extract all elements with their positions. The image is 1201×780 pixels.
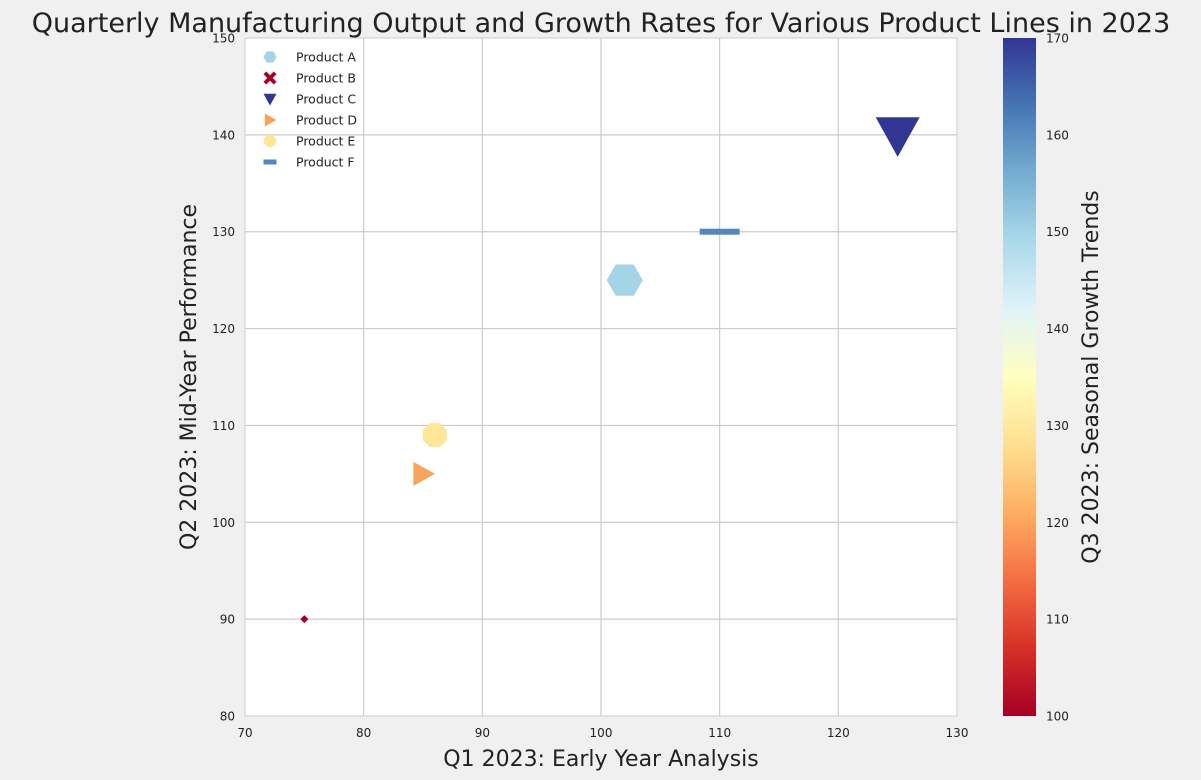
product-f-legend-label: Product F — [296, 155, 355, 170]
colorbar-title: Q3 2023: Seasonal Growth Trends — [1079, 190, 1104, 563]
y-tick-label: 150 — [212, 32, 235, 46]
x-tick-label: 80 — [356, 726, 371, 740]
x-tick-label: 120 — [827, 726, 850, 740]
y-tick-label: 120 — [212, 322, 235, 336]
product-f-point — [699, 228, 740, 235]
y-axis-title: Q2 2023: Mid-Year Performance — [177, 204, 202, 550]
data-points — [300, 117, 920, 624]
y-tick-label: 90 — [220, 613, 235, 627]
colorbar-tick-label: 110 — [1046, 613, 1069, 627]
product-e-legend-label: Product E — [296, 134, 355, 149]
product-c-point — [875, 117, 920, 157]
colorbar-ticks: 100 110 120 130 140 150 160 170 — [1046, 32, 1069, 724]
legend: Product A Product B Product C Product D Prod… — [263, 50, 357, 170]
product-d-legend-label: Product D — [296, 113, 357, 128]
x-tick-label: 70 — [237, 726, 252, 740]
product-c-legend-marker — [263, 93, 277, 106]
colorbar — [1003, 38, 1036, 716]
x-tick-label: 130 — [946, 726, 969, 740]
product-e-point — [422, 423, 447, 448]
colorbar-tick-label: 120 — [1046, 516, 1069, 530]
product-e-legend-marker — [263, 134, 277, 148]
product-c-legend-label: Product C — [296, 92, 356, 107]
product-b-diamond-point — [300, 615, 309, 624]
product-d-legend-marker — [264, 113, 277, 127]
product-b-legend-marker — [263, 71, 277, 85]
colorbar-tick-label: 100 — [1046, 710, 1069, 724]
y-tick-label: 140 — [212, 128, 235, 142]
y-tick-label: 110 — [212, 419, 235, 433]
x-axis-title: Q1 2023: Early Year Analysis — [443, 747, 758, 772]
colorbar-tick-label: 140 — [1046, 322, 1069, 336]
product-a-legend-marker — [263, 51, 277, 63]
colorbar-tick-label: 130 — [1046, 419, 1069, 433]
x-tick-label: 100 — [590, 726, 613, 740]
product-a-point — [606, 264, 643, 296]
product-d-point — [413, 461, 435, 486]
colorbar-tick-label: 170 — [1046, 32, 1069, 46]
x-tick-label: 110 — [708, 726, 731, 740]
product-a-legend-label: Product A — [296, 50, 356, 65]
colorbar-tick-label: 160 — [1046, 128, 1069, 142]
y-tick-label: 130 — [212, 225, 235, 239]
y-tick-label: 80 — [220, 710, 235, 724]
product-f-legend-marker — [263, 159, 277, 165]
chart-title: Quarterly Manufacturing Output and Growt… — [32, 8, 1171, 39]
grid-lines — [245, 38, 957, 716]
colorbar-tick-label: 150 — [1046, 225, 1069, 239]
product-b-legend-label: Product B — [296, 71, 356, 86]
x-tick-label: 90 — [475, 726, 490, 740]
y-tick-label: 100 — [212, 516, 235, 530]
